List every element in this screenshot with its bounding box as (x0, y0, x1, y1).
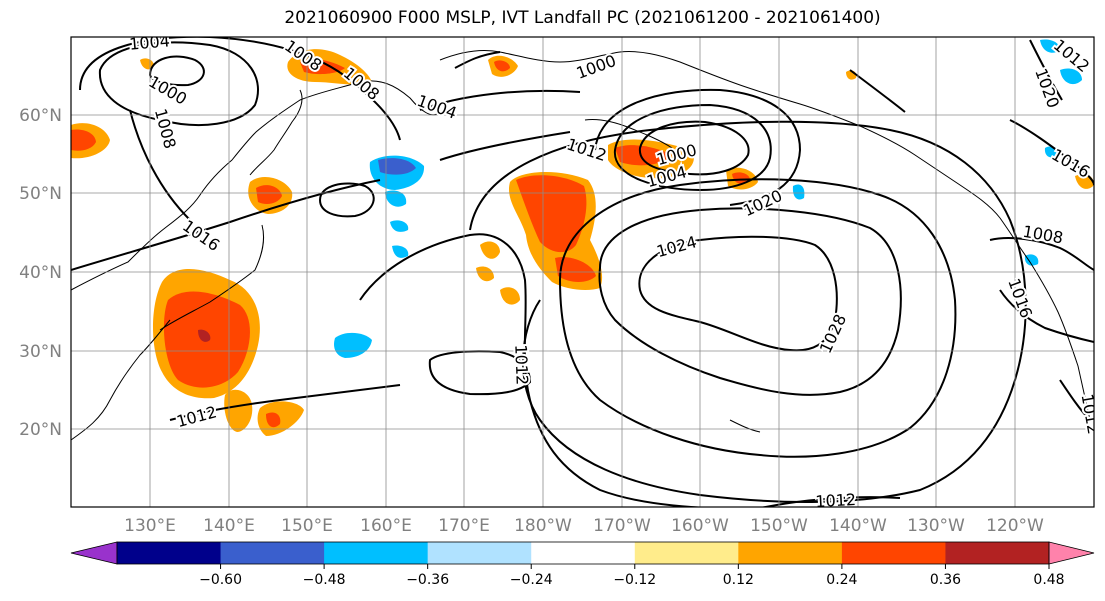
lat-label: 50°N (19, 184, 62, 204)
colorbar-extension-low (70, 541, 118, 565)
colorbar-tick-label: 0.24 (826, 572, 857, 588)
contour-label: 1012 (511, 344, 531, 385)
contour-label: 1012 (815, 490, 857, 511)
lon-label: 160°W (671, 516, 729, 536)
colorbar-tick-label: 0.48 (1033, 572, 1064, 588)
colorbar-segment (945, 542, 1050, 564)
lon-label: 160°E (360, 516, 412, 536)
lon-label: 150°E (281, 516, 333, 536)
lat-label: 60°N (19, 106, 62, 126)
colorbar-tick-label: −0.48 (303, 572, 346, 588)
lon-label: 140°E (203, 516, 255, 536)
colorbar-segment (220, 542, 325, 564)
colorbar-tick-label: −0.12 (613, 572, 656, 588)
lon-label: 150°W (750, 516, 808, 536)
colorbar-border (116, 541, 1050, 565)
lon-label: 120°W (986, 516, 1044, 536)
lon-label: 130°W (907, 516, 965, 536)
colorbar-segment (531, 542, 636, 564)
isobars (71, 37, 1094, 507)
colorbar-segment (427, 542, 532, 564)
lat-label: 30°N (19, 342, 62, 362)
lon-label: 180°W (514, 516, 572, 536)
colorbar-segment (117, 542, 222, 564)
colorbar-segment (841, 542, 946, 564)
lat-label: 20°N (19, 420, 62, 440)
map-title: 2021060900 F000 MSLP, IVT Landfall PC (2… (284, 8, 881, 28)
colorbar-segment (738, 542, 843, 564)
lon-label: 130°E (124, 516, 176, 536)
graticule (71, 37, 1094, 507)
colorbar-segment (324, 542, 429, 564)
contour-label: 1004 (128, 31, 170, 53)
ivt-shading (71, 39, 1094, 436)
longitude-labels: 130°E 140°E 150°E 160°E 170°E 180°W 170°… (124, 516, 1044, 536)
colorbar-tick-label: −0.24 (510, 572, 553, 588)
colorbar-tick-label: −0.60 (199, 572, 242, 588)
lat-label: 40°N (19, 263, 62, 283)
colorbar-extension-high (1048, 541, 1095, 565)
lon-label: 170°W (593, 516, 651, 536)
lon-label: 140°W (829, 516, 887, 536)
colorbar-tick-label: −0.36 (406, 572, 449, 588)
colorbar-segment (634, 542, 739, 564)
colorbar-tick-label: 0.36 (930, 572, 961, 588)
colorbar-tick-label: 0.12 (723, 572, 754, 588)
colorbar: −0.60 −0.48 −0.36 −0.24 −0.12 0.12 0.24 0.36 0.4… (70, 541, 1095, 588)
latitude-labels: 60°N 50°N 40°N 30°N 20°N (19, 106, 62, 440)
lon-label: 170°E (438, 516, 490, 536)
plot-frame (70, 36, 1095, 508)
